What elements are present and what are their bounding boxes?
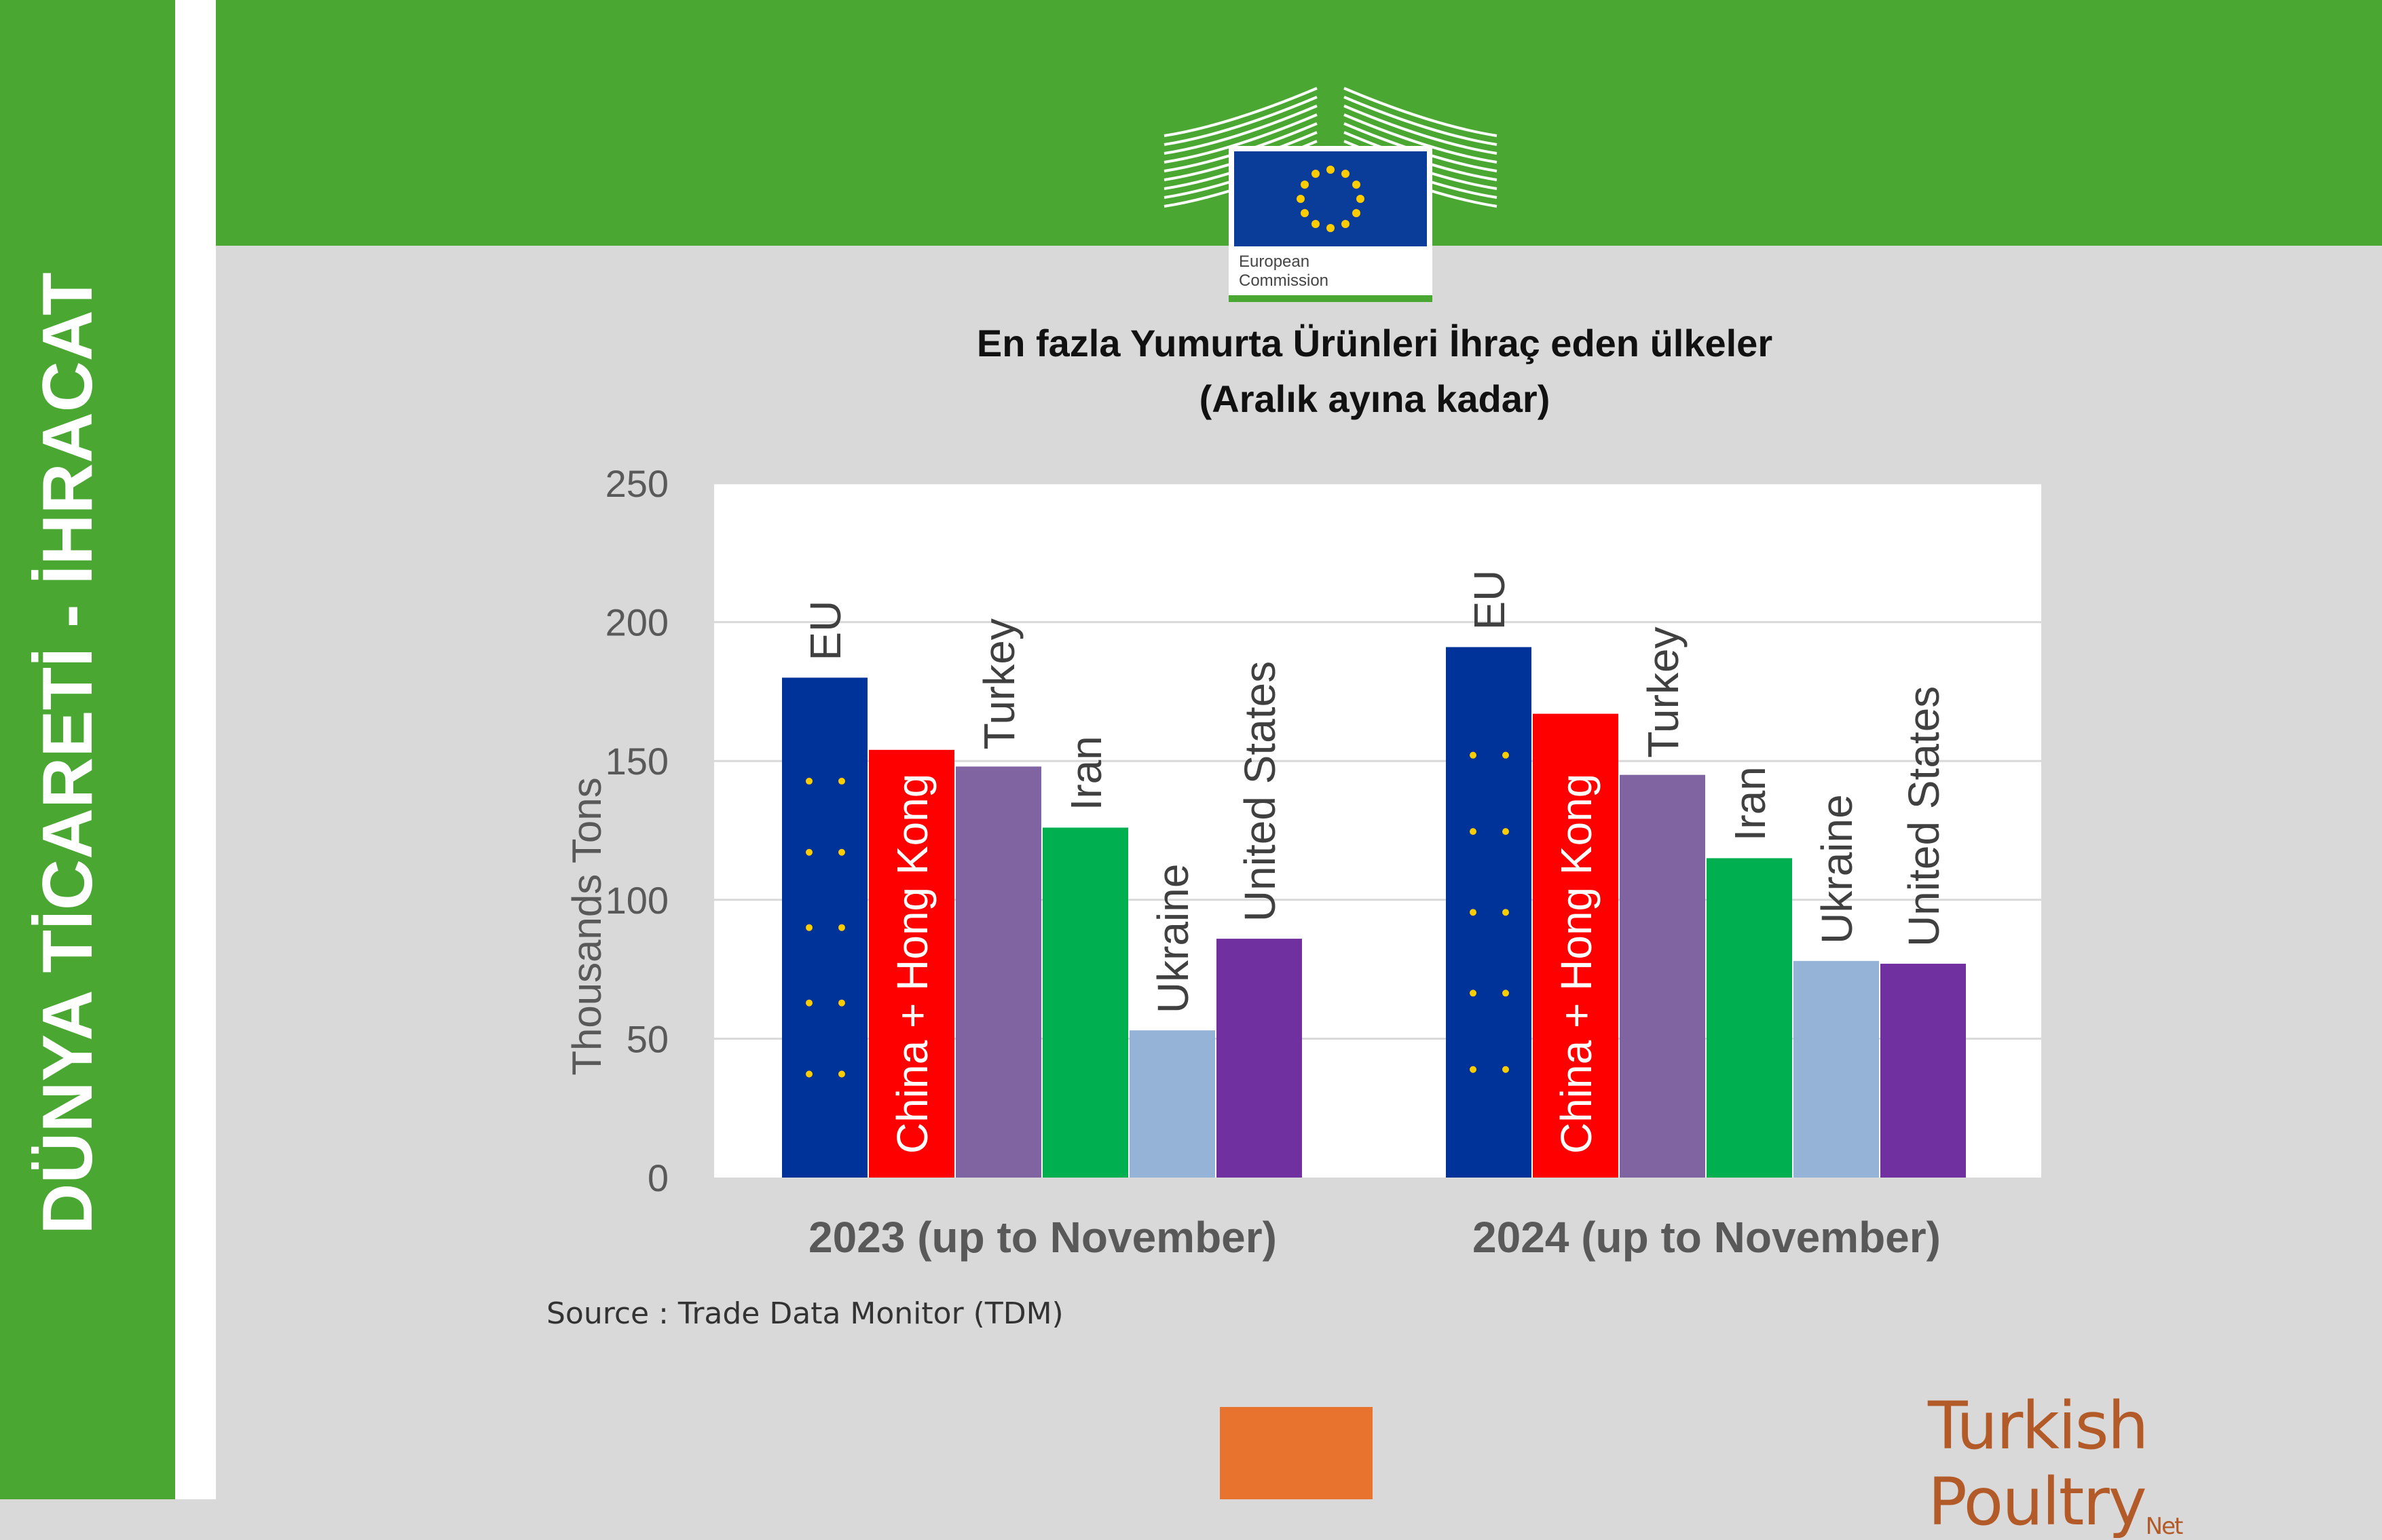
eu-star-icon: [838, 999, 845, 1007]
eu-star-icon: [1502, 990, 1509, 997]
orange-accent-block: [1220, 1407, 1373, 1499]
bar: [782, 677, 868, 1178]
series-label: EU: [1465, 570, 1514, 631]
sidebar: [0, 0, 175, 1499]
y-tick-label: 250: [606, 462, 669, 505]
eu-star-icon: [1470, 751, 1476, 759]
eu-star-icon: [1470, 990, 1476, 997]
bar: [1620, 774, 1705, 1178]
y-tick-label: 150: [606, 740, 669, 783]
eu-star-icon: [838, 924, 845, 931]
eu-star-icon: [806, 999, 813, 1007]
chart-title-line2: (Aralık ayına kadar): [1199, 377, 1550, 420]
eu-star-icon: [838, 777, 845, 785]
european-commission-logo: European Commission: [1164, 87, 1497, 302]
bar: [1446, 647, 1531, 1178]
series-label: United States: [1899, 686, 1948, 947]
series-label: Turkey: [975, 618, 1024, 749]
eu-star-icon: [806, 777, 813, 785]
eu-star-icon: [838, 848, 845, 856]
svg-text:European: European: [1239, 252, 1309, 271]
bar: [956, 766, 1041, 1178]
bar: [1533, 713, 1618, 1178]
eu-star-icon: [806, 848, 813, 856]
brand-logo: Turkish PoultryNet: [1928, 1388, 2183, 1540]
series-label: Turkey: [1639, 626, 1688, 757]
eu-stars-icon: [1297, 166, 1364, 232]
x-category-label: 2023 (up to November): [808, 1213, 1277, 1262]
bar: [869, 749, 954, 1178]
x-category-label: 2024 (up to November): [1472, 1213, 1941, 1262]
sidebar-divider: [175, 0, 216, 1499]
eu-star-icon: [1470, 1066, 1476, 1073]
chart-title-line1: En fazla Yumurta Ürünleri İhraç eden ülk…: [976, 322, 1773, 364]
bar: [1043, 827, 1128, 1178]
svg-text:Commission: Commission: [1239, 271, 1328, 290]
series-label: China + Hong Kong: [1552, 774, 1601, 1154]
bar: [1216, 939, 1302, 1178]
eu-star-icon: [1502, 909, 1509, 916]
series-label: United States: [1235, 661, 1284, 922]
eu-star-icon: [1502, 751, 1509, 759]
bar: [1793, 960, 1879, 1178]
bar: [1880, 963, 1966, 1178]
series-label: Iran: [1062, 736, 1111, 810]
series-label: China + Hong Kong: [888, 774, 937, 1154]
eu-star-icon: [1470, 909, 1476, 916]
y-tick-label: 50: [627, 1017, 669, 1060]
side-title: DÜNYA TİCARETİ - İHRACAT: [29, 272, 107, 1235]
eu-star-icon: [1502, 828, 1509, 835]
series-label: Ukraine: [1812, 794, 1861, 944]
y-tick-label: 100: [606, 879, 669, 922]
eu-star-icon: [838, 1070, 845, 1078]
series-label: Iran: [1726, 766, 1774, 841]
y-tick-label: 0: [648, 1157, 669, 1199]
y-tick-label: 200: [606, 601, 669, 644]
eu-star-icon: [806, 1070, 813, 1078]
source-note: Source : Trade Data Monitor (TDM): [546, 1296, 1064, 1331]
bar: [1130, 1030, 1215, 1178]
eu-star-icon: [1470, 828, 1476, 835]
series-label: Ukraine: [1149, 864, 1197, 1014]
eu-star-icon: [806, 924, 813, 931]
bar: [1707, 858, 1792, 1178]
chart-title: En fazla Yumurta Ürünleri İhraç eden ülk…: [815, 316, 1935, 427]
series-label: EU: [801, 601, 850, 661]
y-axis-label: Thousands Tons: [564, 777, 610, 1075]
bar-chart: 0 50 100 150 200 250 Thousands Tons EU China + H…: [564, 462, 2041, 1262]
eu-star-icon: [1502, 1066, 1509, 1073]
